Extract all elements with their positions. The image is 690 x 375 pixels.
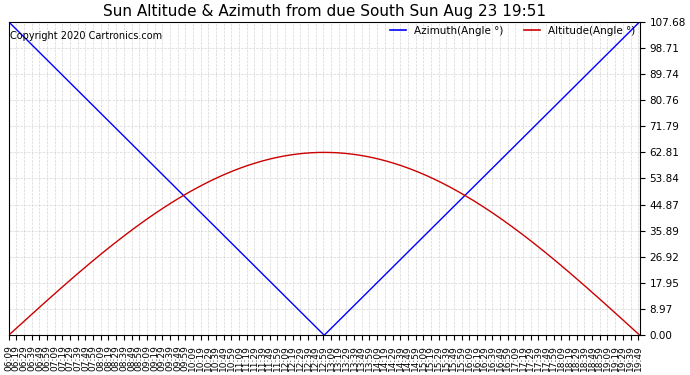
Legend: Azimuth(Angle °), Altitude(Angle °): Azimuth(Angle °), Altitude(Angle °) — [386, 22, 640, 40]
Text: Copyright 2020 Cartronics.com: Copyright 2020 Cartronics.com — [10, 31, 162, 41]
Title: Sun Altitude & Azimuth from due South Sun Aug 23 19:51: Sun Altitude & Azimuth from due South Su… — [103, 4, 546, 19]
